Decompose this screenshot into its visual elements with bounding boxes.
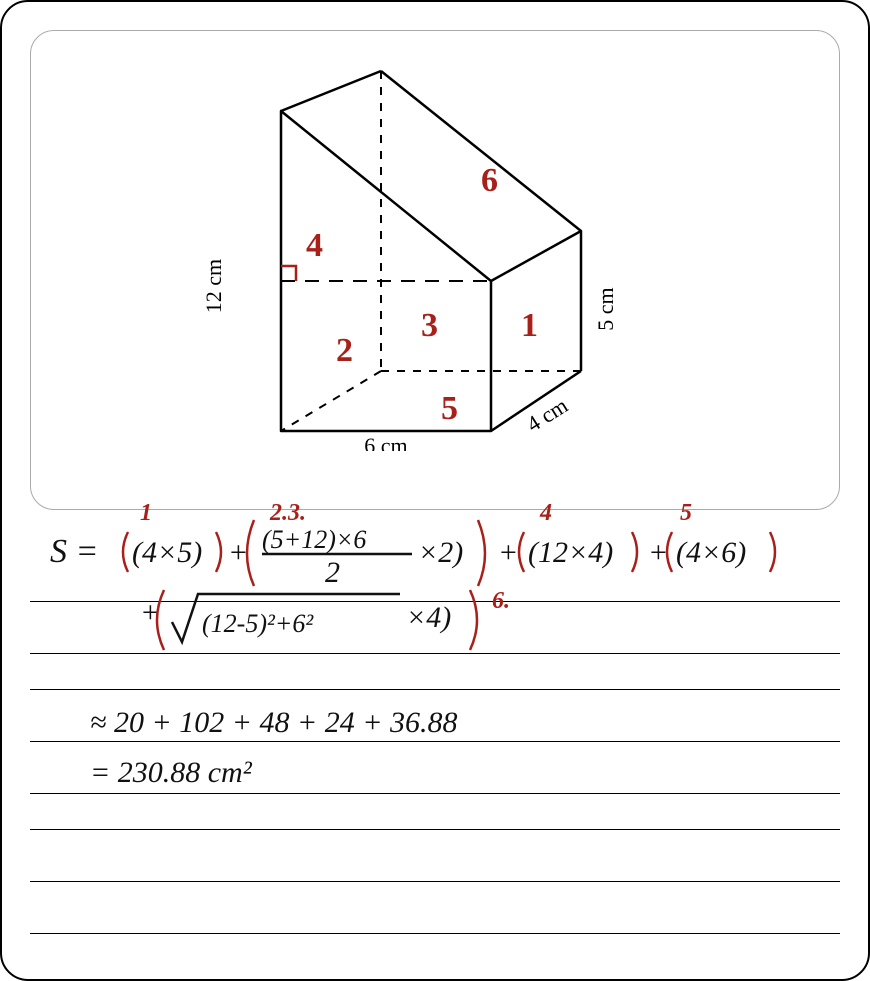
- term-1: (4×5): [123, 532, 221, 572]
- prism-diagram: 12 cm 5 cm 6 cm 4 cm 1 2 3 4 5 6: [111, 51, 651, 451]
- sup-23: 2.3.: [269, 500, 306, 526]
- term-4: (4×6): [667, 532, 775, 572]
- right-angle-mark: [281, 266, 296, 281]
- label-12cm: 12 cm: [201, 259, 226, 313]
- hidden-edges: [281, 71, 581, 431]
- svg-text:×2): ×2): [418, 536, 463, 569]
- face-num-3: 3: [421, 307, 438, 344]
- S-equals: S =: [50, 533, 98, 570]
- math-work: 1 2.3. 4 5 S = (4×5) + (5+12)×6: [30, 482, 840, 957]
- label-6cm: 6 cm: [364, 433, 407, 451]
- term-3: (12×4): [519, 532, 637, 572]
- svg-text:(4×6): (4×6): [676, 536, 746, 569]
- solid-edges: [281, 71, 581, 431]
- sup-4: 4: [539, 500, 552, 526]
- diagram-panel: 12 cm 5 cm 6 cm 4 cm 1 2 3 4 5 6: [30, 30, 840, 510]
- term5-tail: ×4): [406, 601, 451, 634]
- svg-text:(5+12)×6: (5+12)×6: [262, 525, 366, 554]
- sup-1: 1: [140, 500, 152, 526]
- svg-text:2: 2: [325, 556, 340, 589]
- face-num-5: 5: [441, 390, 458, 427]
- plus-1: +: [228, 536, 248, 569]
- equation-line-1: S = (4×5) + (5+12)×6 2 ×2) +: [50, 520, 775, 589]
- page-frame: 12 cm 5 cm 6 cm 4 cm 1 2 3 4 5 6 1 2.3. …: [0, 0, 870, 981]
- radicand: (12-5)²+6²: [202, 609, 314, 638]
- plus-3: +: [648, 536, 668, 569]
- equation-line-2: + (12-5)²+6² ×4) 6.: [140, 588, 510, 650]
- sup-5: 5: [680, 500, 692, 526]
- face-num-2: 2: [336, 332, 353, 369]
- face-num-6: 6: [481, 162, 498, 199]
- face-num-1: 1: [521, 307, 538, 344]
- sup-6: 6.: [492, 588, 510, 614]
- face-num-4: 4: [306, 227, 323, 264]
- label-5cm: 5 cm: [593, 287, 618, 330]
- final-answer: = 230.88 cm²: [90, 756, 253, 789]
- term-2: (5+12)×6 2 ×2): [247, 520, 485, 589]
- svg-text:(4×5): (4×5): [132, 536, 202, 569]
- svg-text:(12×4): (12×4): [528, 536, 613, 569]
- label-4cm: 4 cm: [522, 393, 572, 437]
- numeric-sum: ≈ 20 + 102 + 48 + 24 + 36.88: [90, 706, 457, 739]
- plus-2: +: [498, 536, 518, 569]
